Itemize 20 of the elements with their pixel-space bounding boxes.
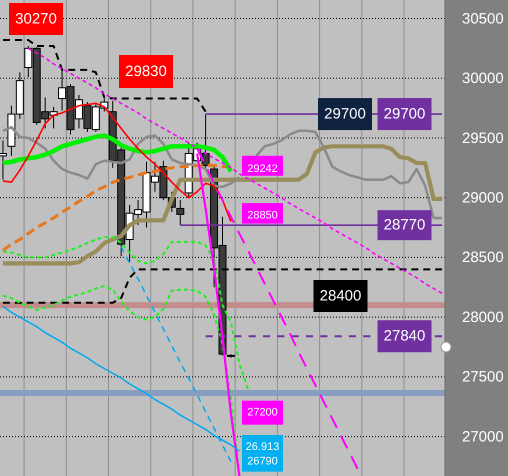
annotation: 29830 [125,63,167,80]
annotation: 26.913 [246,441,280,453]
annotation: 28400 [320,288,362,304]
annotation: 29700 [384,106,426,123]
y-tick-label: 30000 [462,70,504,88]
y-tick-label: 28000 [462,308,504,326]
y-tick-label: 29500 [462,130,504,147]
annotation: 30270 [15,10,57,28]
y-tick-label: 27500 [462,368,504,386]
y-tick-label: 29000 [462,189,504,206]
y-tick-label: 28500 [462,249,504,266]
annotation: 29242 [247,162,278,175]
y-tick-label: 30500 [462,10,504,28]
annotation: 28770 [384,216,426,234]
annotation: 29700 [324,106,366,123]
annotation: 27200 [247,406,278,419]
annotation: 27840 [384,328,426,345]
annotation: 28850 [247,210,278,222]
y-tick-label: 27000 [462,428,504,446]
annotation: 26790 [247,456,278,468]
